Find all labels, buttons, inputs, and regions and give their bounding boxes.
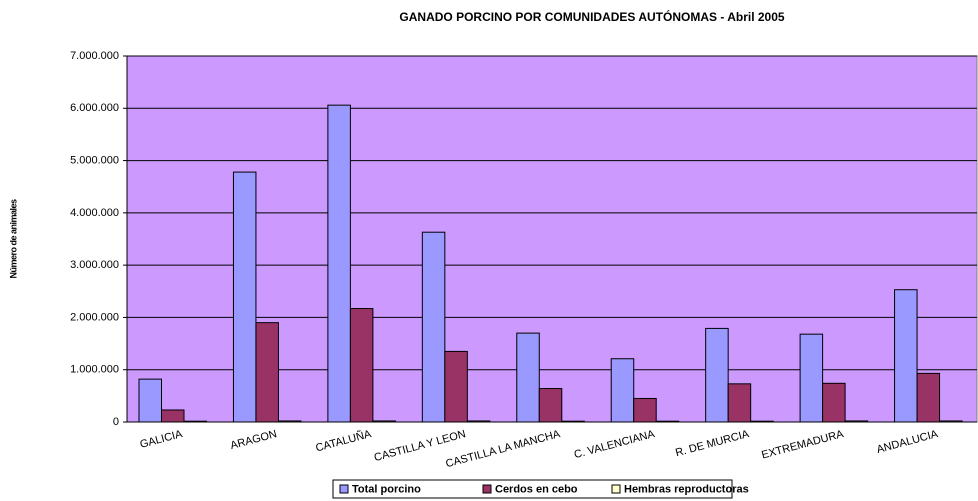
bar [727,383,752,423]
y-tick-label: 4.000.000 [70,207,119,219]
bar [232,171,257,423]
bar [610,358,635,423]
legend-swatch [339,484,349,494]
bar [421,231,446,423]
y-tick-label: 6.000.000 [70,102,119,114]
legend: Total porcino Cerdos en cebo Hembras repro… [332,479,749,499]
x-tick-label: GALICIA [139,428,185,451]
chart-title: GANADO PORCINO POR COMUNIDADES AUTÓNOMAS… [399,9,784,24]
legend-swatch [482,484,492,494]
bar [349,308,374,423]
bar [705,327,729,423]
bar [894,289,918,423]
y-tick-label: 3.000.000 [70,259,119,271]
legend-swatch [611,484,621,494]
bar [516,332,540,423]
y-tick-label: 5.000.000 [70,154,119,166]
bar [633,397,657,423]
y-tick-label: 1.000.000 [70,364,119,376]
bar [161,409,185,423]
x-tick-label: R. DE MURCIA [674,428,751,459]
y-tick-label: 0 [113,416,119,428]
bar [138,378,162,423]
y-tick-label: 2.000.000 [70,311,119,323]
bar [822,382,846,423]
legend-label: Hembras reproductoras [624,483,749,495]
x-tick-label: CATALUÑA [314,427,373,454]
x-tick-label: EXTREMADURA [760,428,845,462]
legend-label: Cerdos en cebo [495,483,578,495]
y-axis-label: Número de animales [8,199,18,279]
legend-box [332,479,733,499]
x-tick-label: ARAGON [229,428,278,452]
bar [255,322,279,423]
x-tick-label: C. VALENCIANA [573,428,657,461]
y-tick-label: 7.000.000 [70,50,119,62]
bar [799,333,824,423]
bar [327,104,351,423]
bar [538,388,563,423]
x-tick-label: ANDALUCIA [875,428,940,456]
bar [916,372,941,423]
legend-label: Total porcino [352,483,421,495]
bar [444,350,468,423]
